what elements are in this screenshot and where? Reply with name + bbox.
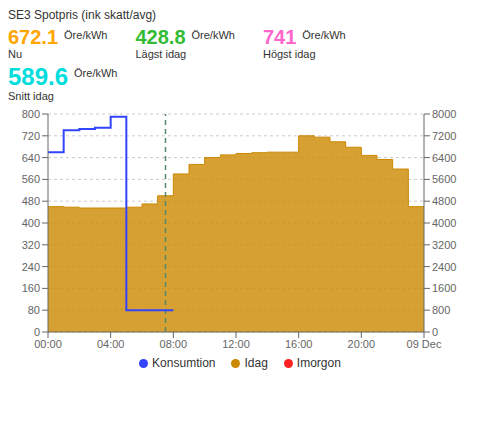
svg-text:09 Dec: 09 Dec xyxy=(407,338,442,350)
svg-text:640: 640 xyxy=(22,152,40,164)
svg-text:4000: 4000 xyxy=(432,217,456,229)
html-text:672.1 Öre/kWh: 672.1 Öre/kWh xyxy=(8,26,108,48)
html-text:Snitt idag: Snitt idag xyxy=(8,90,54,103)
svg-text:04:00: 04:00 xyxy=(97,338,125,350)
svg-text:800: 800 xyxy=(432,304,450,316)
svg-text:12:00: 12:00 xyxy=(222,338,250,350)
svg-text:0: 0 xyxy=(34,326,40,338)
html-text:Imorgon: Imorgon xyxy=(296,356,341,371)
html-text:428.8 Öre/kWh: 428.8 Öre/kWh xyxy=(135,26,235,48)
svg-text:5600: 5600 xyxy=(432,174,456,186)
svg-text:8000: 8000 xyxy=(432,108,456,120)
svg-text:2400: 2400 xyxy=(432,261,456,273)
svg-text:00:00: 00:00 xyxy=(34,338,62,350)
svg-text:1600: 1600 xyxy=(432,283,456,295)
svg-text:160: 160 xyxy=(22,283,40,295)
svg-text:560: 560 xyxy=(22,174,40,186)
html-text:SE3 Spotpris (ink skatt/avg): SE3 Spotpris (ink skatt/avg) xyxy=(8,8,157,22)
svg-text:16:00: 16:00 xyxy=(285,338,313,350)
html-text:Nu: Nu xyxy=(8,48,23,60)
svg-text:720: 720 xyxy=(22,130,40,142)
html-text:589.6: 589.6 xyxy=(8,63,69,90)
svg-text:400: 400 xyxy=(22,217,40,229)
svg-text:0: 0 xyxy=(432,326,438,338)
html-text:Idag: Idag xyxy=(244,356,268,371)
svg-text:320: 320 xyxy=(22,239,40,251)
svg-text:800: 800 xyxy=(22,108,40,120)
html-text:Konsumtion: Konsumtion xyxy=(152,356,216,371)
html-text:741 Öre/kWh: 741 Öre/kWh xyxy=(262,26,346,48)
svg-text:480: 480 xyxy=(22,195,40,207)
html-text:Högst idag: Högst idag xyxy=(262,48,316,60)
svg-text:20:00: 20:00 xyxy=(348,338,376,350)
svg-text:6400: 6400 xyxy=(432,152,456,164)
svg-text:08:00: 08:00 xyxy=(160,338,188,350)
svg-text:3200: 3200 xyxy=(432,239,456,251)
html-text:Lägst idag: Lägst idag xyxy=(135,48,187,60)
svg-text:80: 80 xyxy=(28,304,40,316)
svg-text:240: 240 xyxy=(22,261,40,273)
svg-text:7200: 7200 xyxy=(432,130,456,142)
html-text:Öre/kWh: Öre/kWh xyxy=(74,67,118,79)
svg-text:4800: 4800 xyxy=(432,195,456,207)
